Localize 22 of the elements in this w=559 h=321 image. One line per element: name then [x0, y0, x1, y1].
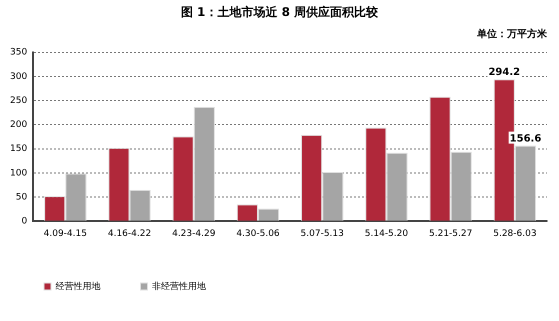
x-tick-label: 5.21-5.27: [428, 228, 472, 239]
y-tick-label: 350: [10, 48, 28, 58]
y-tick-label: 150: [10, 144, 28, 154]
x-tick-label: 4.30-5.06: [236, 228, 280, 239]
legend-label: 经营性用地: [56, 280, 100, 292]
y-tick-label: 300: [10, 72, 28, 82]
x-tick-label: 5.14-5.20: [364, 228, 408, 239]
data-label: 156.6: [510, 133, 542, 144]
x-tick-label: 4.23-4.29: [172, 228, 216, 239]
text: 单位：万平方米: [476, 27, 547, 41]
y-tick-label: 250: [10, 96, 28, 106]
chart-title: 图 1：土地市场近 8 周供应面积比较: [180, 4, 380, 21]
y-tick-label: 0: [21, 216, 28, 227]
x-tick-label: 4.09-4.15: [44, 228, 87, 239]
y-tick-label: 100: [10, 168, 28, 178]
legend-label: 非经营性用地: [152, 280, 206, 292]
y-tick-label: 200: [10, 120, 28, 130]
y-tick-label: 50: [16, 192, 28, 202]
x-tick-label: 4.16-4.22: [108, 228, 152, 239]
data-label: 294.2: [488, 66, 520, 78]
x-tick-label: 5.07-5.13: [300, 228, 344, 239]
x-tick-label: 5.28-6.03: [493, 228, 537, 239]
